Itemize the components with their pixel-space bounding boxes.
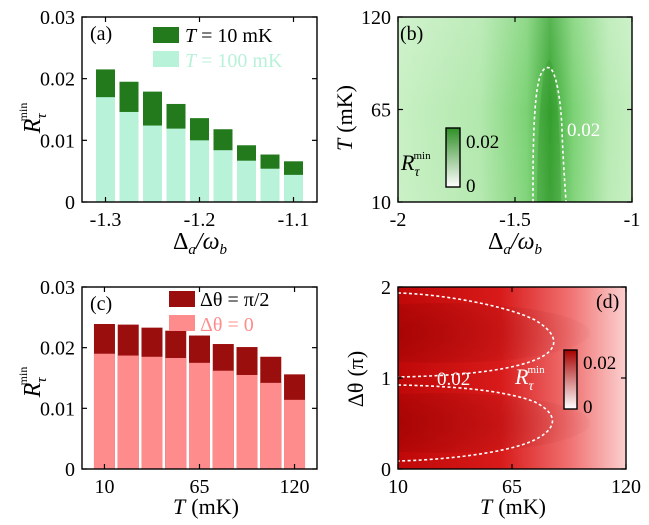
legend-c-swatch-2 (169, 315, 195, 331)
panel-d-colorbar (563, 349, 578, 410)
panel-b: -2 -1.5 -1 10 65 120 (b) 0.02 0.02 0 Rτmin T(… (332, 7, 640, 258)
panel-b-contour-label: 0.02 (567, 120, 600, 141)
panel-a-bars (96, 69, 303, 203)
legend-a-swatch-2 (153, 51, 179, 67)
panel-b-colorbar-min: 0 (466, 176, 476, 197)
panel-b-ytick-label-1: 10 (371, 192, 391, 214)
panel-d-xtick-label-3: 120 (611, 476, 641, 498)
panel-c-bar-s2-3 (141, 356, 163, 469)
panel-b-contour (532, 66, 567, 202)
panel-a-ytick-label-4: 0.03 (40, 7, 75, 29)
panel-d-contour-upper (398, 292, 555, 378)
panel-b-ylabel: T(mK) (332, 85, 357, 151)
panel-c-bar-s2-9 (284, 399, 306, 469)
panel-a-bar-s2-2 (119, 111, 139, 202)
panel-d-colorbar-max: 0.02 (583, 353, 616, 374)
legend-a-label-1: T = 10 mK (185, 25, 273, 47)
panel-a-ytick-label-3: 0.02 (40, 69, 75, 91)
panel-c: 10 65 120 0 0.01 0.02 0.03 (c) Δθ = π/2 Δθ = 0… (16, 277, 318, 519)
panel-c-xlabel: T (mK) (173, 494, 239, 519)
panel-c-bar-s2-4 (165, 357, 187, 469)
panel-d-band-upper (398, 303, 590, 363)
panel-a-bar-s2-3 (143, 125, 162, 202)
panel-d-contour-lower (398, 384, 554, 462)
panel-b-colorbar-title: Rτmin (400, 150, 431, 180)
panel-b-xlabel: Δa/ωb (488, 229, 543, 258)
panel-c-ytick-label-3: 0.02 (40, 338, 75, 360)
panel-c-bar-s2-6 (212, 370, 234, 469)
panel-a-ylabel: Rτmin (16, 103, 50, 135)
panel-a-bar-s2-6 (213, 150, 233, 202)
panel-d-contour-label: 0.02 (437, 369, 470, 390)
panel-c-ytick-label-4: 0.03 (40, 277, 75, 299)
legend-a-swatch-1 (153, 27, 179, 43)
panel-c-ytick-label-1: 0 (65, 459, 75, 481)
panel-a: -1.3 -1.2 -1.100.010.020.03 (a) T = 10 mK … (16, 7, 318, 258)
panel-d-ylabel: Δθ(π) (343, 351, 368, 407)
panel-d-ticks: 10 65 120 0 1 2 (381, 277, 641, 498)
legend-c-label-1: Δθ = π/2 (200, 289, 269, 311)
panel-a-bar-s2-4 (166, 128, 186, 202)
legend-a-label-2: T = 100 mK (185, 50, 283, 72)
panel-d-label: (d) (596, 291, 619, 313)
panel-a-bar-s2-7 (237, 160, 256, 202)
panel-d-xtick-label-2: 65 (502, 476, 522, 498)
panel-b-fade (398, 17, 632, 202)
panel-c-bar-s2-2 (117, 355, 139, 469)
panel-b-xtick-label-1: -2 (390, 209, 407, 231)
panel-c-bars (93, 324, 306, 469)
panel-b-ytick-label-2: 65 (371, 100, 391, 122)
panel-b-xtick-label-2: -1.5 (499, 209, 531, 231)
panel-c-bar-s2-7 (236, 374, 258, 469)
panel-a-label: (a) (90, 23, 112, 45)
panel-a-xtick-label-2: -1.2 (184, 209, 216, 231)
panel-b-heatmap (398, 17, 632, 202)
panel-d-xtick-label-1: 10 (388, 476, 408, 498)
panel-b-colorbar-max: 0.02 (466, 132, 499, 153)
legend-c-swatch-1 (169, 291, 195, 307)
panel-a-bar-s2-8 (260, 168, 280, 202)
panel-b-colorbar (445, 127, 461, 188)
panel-c-bar-s2-8 (260, 382, 282, 469)
panel-a-xlabel: Δa/ωb (173, 229, 228, 258)
panel-c-bar-s2-1 (93, 353, 115, 469)
panel-c-label: (c) (90, 293, 112, 315)
panel-a-xtick-label-3: -1.1 (278, 209, 310, 231)
panel-b-ytick-label-3: 120 (361, 7, 391, 29)
panel-b-label: (b) (400, 23, 423, 45)
panel-d-colorbar-min: 0 (583, 397, 593, 418)
panel-b-xtick-label-3: -1 (624, 209, 641, 231)
panel-d-heatmap (398, 287, 626, 469)
panel-c-ylabel: Rτmin (16, 367, 50, 399)
panel-a-ytick-label-1: 0 (65, 192, 75, 214)
panel-a-xtick-label-1: -1.3 (90, 209, 122, 231)
panel-a-ytick-label-2: 0.01 (40, 130, 75, 152)
panel-a-bar-s2-9 (284, 174, 303, 202)
panel-c-bar-s2-5 (189, 362, 210, 469)
panel-c-xtick-label-2: 65 (190, 476, 210, 498)
panel-d-xlabel: T (mK) (480, 494, 546, 519)
panel-c-ticks: 10 65 120 0 0.01 0.02 0.03 (40, 277, 317, 498)
panel-c-xtick-label-1: 10 (94, 476, 114, 498)
panel-c-xtick-label-3: 120 (280, 476, 310, 498)
panel-c-ytick-label-2: 0.01 (40, 398, 75, 420)
panel-d-ytick-label-1: 0 (381, 459, 391, 481)
panel-d-ytick-label-3: 2 (381, 277, 391, 299)
panel-d-band-lower (398, 393, 590, 453)
panel-d-ytick-label-2: 1 (381, 368, 391, 390)
panel-d-colorbar-title: Rτmin (514, 364, 545, 394)
panel-d: 10 65 120 0 1 2 (d) 0.02 0.02 0 Rτmin Δθ(π) T… (343, 277, 641, 519)
panel-b-ticks: -2 -1.5 -1 10 65 120 (361, 7, 640, 231)
panel-a-bar-s2-5 (190, 140, 209, 202)
panel-a-ticks: -1.3 -1.2 -1.1 0 0.01 0.02 0.03 (40, 7, 317, 231)
panel-a-bar-s2-1 (96, 97, 115, 202)
legend-c-label-2: Δθ = 0 (200, 314, 254, 336)
